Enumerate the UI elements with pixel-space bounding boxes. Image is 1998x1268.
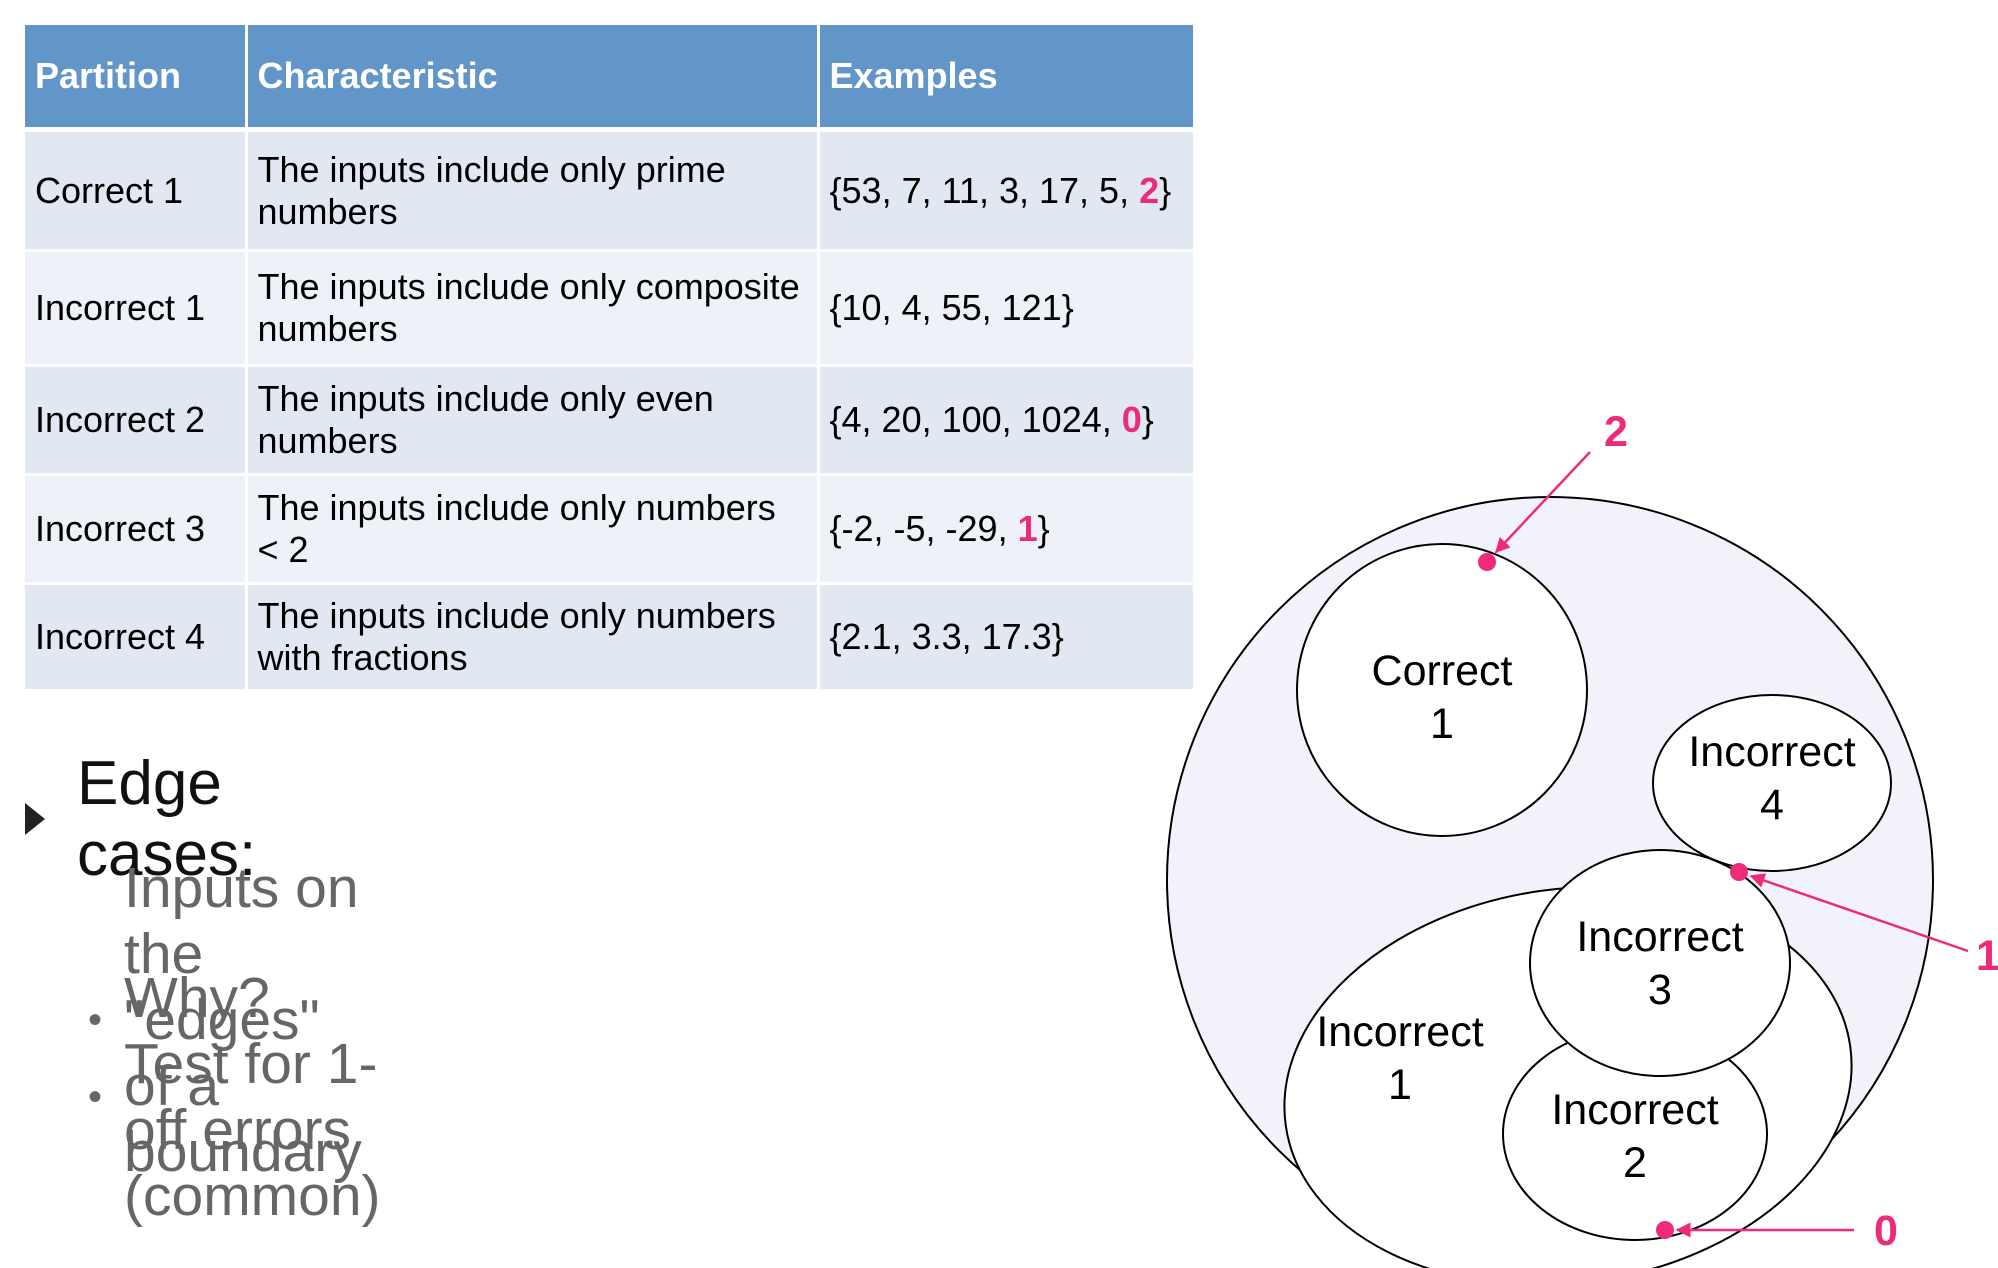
partition-cell: Incorrect 1: [25, 250, 248, 367]
incorrect-4-circle: [1652, 694, 1892, 872]
examples-cell: {4, 20, 100, 1024, 0}: [818, 365, 1193, 476]
characteristic-cell: The inputs include only composite number…: [246, 250, 820, 367]
sub-bullet-text: Inputs on the "edges" of a boundary: [124, 856, 362, 1184]
examples-end: }: [1037, 508, 1050, 549]
edge-highlight: 1: [1017, 508, 1038, 549]
partition-cell: Incorrect 2: [25, 365, 248, 476]
examples-cell: {2.1, 3.3, 17.3}: [818, 583, 1193, 692]
edge-highlight: 0: [1121, 399, 1142, 440]
edge-point-2: [1478, 553, 1496, 571]
incorrect-2-number: 2: [1623, 1139, 1647, 1187]
incorrect-3-label: Incorrect: [1576, 913, 1743, 961]
incorrect-3-circle: [1529, 849, 1791, 1077]
examples-text: {4, 20, 100, 1024,: [829, 399, 1122, 440]
examples-cell: {53, 7, 11, 3, 17, 5, 2}: [818, 129, 1193, 252]
characteristic-cell: The inputs include only prime numbers: [246, 129, 820, 252]
dot-bullet-icon: •: [88, 997, 103, 1042]
edge-highlight: 2: [1139, 169, 1160, 211]
table-row: Incorrect 1 The inputs include only comp…: [25, 250, 1193, 367]
examples-text: {53, 7, 11, 3, 17, 5,: [829, 169, 1140, 211]
sub-bullet: • Inputs on the "edges" of a boundary: [88, 855, 362, 1185]
header-examples: Examples: [818, 25, 1193, 132]
header-characteristic: Characteristic: [246, 25, 820, 132]
examples-cell: {-2, -5, -29, 1}: [818, 474, 1193, 585]
incorrect-3-number: 3: [1648, 966, 1672, 1014]
examples-text: {-2, -5, -29,: [829, 508, 1018, 549]
triangle-bullet-icon: [25, 803, 45, 835]
examples-end: }: [1159, 169, 1172, 211]
edge-point-1: [1730, 863, 1748, 881]
sub-bullet-text: Why? Test for 1-off errors (common): [124, 966, 381, 1228]
incorrect-1-number: 1: [1388, 1061, 1412, 1109]
examples-cell: {10, 4, 55, 121}: [818, 250, 1193, 367]
examples-text: {10, 4, 55, 121}: [829, 287, 1074, 328]
partition-cell: Incorrect 4: [25, 583, 248, 692]
header-partition: Partition: [25, 25, 248, 132]
examples-end: }: [1141, 399, 1154, 440]
edge-label-1: 1: [1976, 932, 1998, 980]
correct-1-label: Correct: [1372, 647, 1513, 695]
examples-text: {2.1, 3.3, 17.3}: [829, 616, 1064, 657]
correct-1-circle: [1296, 543, 1588, 837]
sub-bullet: • Why? Test for 1-off errors (common): [88, 965, 381, 1229]
incorrect-2-label: Incorrect: [1551, 1086, 1718, 1134]
partition-cell: Incorrect 3: [25, 474, 248, 585]
edge-arrow-1: [1749, 873, 1969, 953]
characteristic-cell: The inputs include only numbers with fra…: [246, 583, 820, 692]
table-row: Incorrect 4 The inputs include only numb…: [25, 583, 1193, 692]
incorrect-4-number: 4: [1760, 781, 1784, 829]
partition-table-container: Partition Characteristic Examples Correc…: [25, 25, 1193, 692]
correct-1-number: 1: [1430, 700, 1454, 748]
bullet-edge-cases: Edge cases:: [25, 748, 256, 890]
partition-cell: Correct 1: [25, 129, 248, 252]
edge-label-0: 0: [1874, 1207, 1898, 1255]
table-header-row: Partition Characteristic Examples: [25, 25, 1193, 132]
partition-table: Partition Characteristic Examples Correc…: [25, 25, 1193, 692]
table-row: Incorrect 2 The inputs include only even…: [25, 365, 1193, 476]
incorrect-4-label: Incorrect: [1688, 728, 1855, 776]
characteristic-cell: The inputs include only numbers < 2: [246, 474, 820, 585]
edge-point-0: [1656, 1221, 1674, 1239]
edge-arrow-2: [1494, 451, 1591, 554]
table-row: Incorrect 3 The inputs include only numb…: [25, 474, 1193, 585]
table-row: Correct 1 The inputs include only prime …: [25, 129, 1193, 252]
dot-bullet-icon: •: [88, 1074, 103, 1119]
edge-label-2: 2: [1604, 408, 1628, 456]
incorrect-1-label: Incorrect: [1316, 1008, 1483, 1056]
characteristic-cell: The inputs include only even numbers: [246, 365, 820, 476]
bullet-heading: Edge cases:: [77, 749, 257, 889]
